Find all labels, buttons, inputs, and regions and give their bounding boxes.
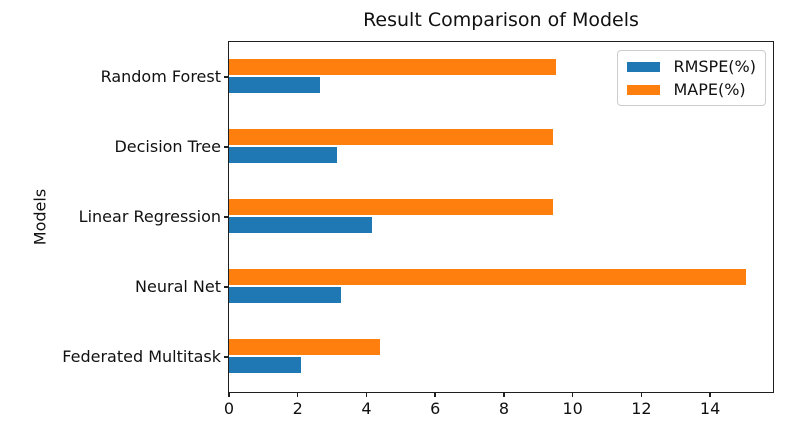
x-tick-label-14: 14 [699, 399, 721, 418]
chart-title: Result Comparison of Models [363, 9, 639, 31]
x-tick [228, 393, 230, 397]
legend: RMSPE(%) MAPE(%) [617, 50, 766, 106]
bar-decision-tree-mape [229, 129, 554, 145]
legend-swatch-rmspe [627, 61, 661, 72]
x-tick [571, 393, 574, 397]
bar-neural-net-rmspe [229, 287, 341, 303]
category-label-federated-multitask: Federated Multitask [62, 347, 221, 366]
y-tick [224, 216, 228, 218]
x-tick-label-0: 0 [223, 399, 235, 418]
y-tick [224, 286, 228, 288]
y-tick [224, 76, 228, 78]
x-tick [297, 393, 299, 397]
bar-federated-multitask-mape [229, 339, 380, 355]
x-tick-label-4: 4 [361, 399, 372, 418]
bar-neural-net-mape [229, 269, 747, 285]
x-tick [503, 393, 505, 397]
bar-random-forest-mape [229, 59, 556, 75]
category-label-decision-tree: Decision Tree [114, 137, 221, 156]
legend-item-rmspe: RMSPE(%) [627, 58, 756, 75]
x-tick [365, 393, 368, 397]
x-tick-label-8: 8 [498, 399, 509, 418]
bar-linear-regression-mape [229, 199, 554, 215]
x-tick [640, 393, 643, 397]
x-tick-label-12: 12 [631, 399, 652, 418]
legend-item-mape: MAPE(%) [627, 81, 756, 98]
bar-federated-multitask-rmspe [229, 357, 302, 373]
legend-swatch-mape [627, 84, 661, 95]
category-label-random-forest: Random Forest [100, 67, 221, 86]
x-tick [709, 393, 711, 397]
bar-random-forest-rmspe [229, 77, 320, 93]
x-tick [434, 393, 436, 397]
bar-linear-regression-rmspe [229, 217, 372, 233]
bars-layer [229, 42, 773, 392]
plot-area: RMSPE(%) MAPE(%) [228, 41, 774, 393]
x-tick-label-2: 2 [292, 399, 303, 418]
bar-decision-tree-rmspe [229, 147, 337, 163]
category-label-neural-net: Neural Net [135, 277, 221, 296]
y-tick [224, 146, 228, 148]
category-label-linear-regression: Linear Regression [78, 207, 221, 226]
legend-label-mape: MAPE(%) [673, 80, 746, 99]
x-tick-label-6: 6 [430, 399, 441, 418]
x-tick-label-10: 10 [562, 399, 583, 418]
legend-label-rmspe: RMSPE(%) [673, 57, 756, 76]
y-tick [224, 356, 228, 358]
